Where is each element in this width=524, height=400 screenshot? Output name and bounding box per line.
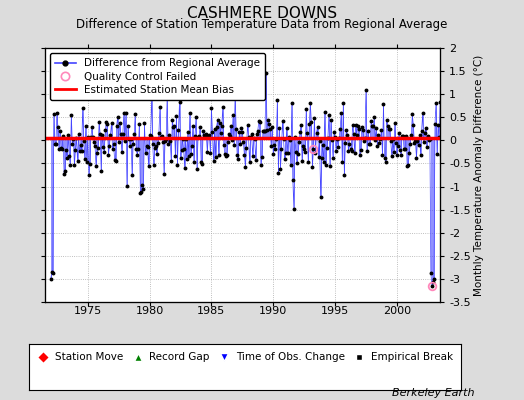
Text: 2000: 2000 — [383, 306, 411, 316]
Y-axis label: Monthly Temperature Anomaly Difference (°C): Monthly Temperature Anomaly Difference (… — [474, 54, 484, 296]
Text: Berkeley Earth: Berkeley Earth — [392, 388, 474, 398]
Text: 1985: 1985 — [198, 306, 225, 316]
Text: 1980: 1980 — [136, 306, 164, 316]
Text: Difference of Station Temperature Data from Regional Average: Difference of Station Temperature Data f… — [77, 18, 447, 31]
Legend: Station Move, Record Gap, Time of Obs. Change, Empirical Break: Station Move, Record Gap, Time of Obs. C… — [34, 349, 456, 366]
Legend: Difference from Regional Average, Quality Control Failed, Estimated Station Mean: Difference from Regional Average, Qualit… — [50, 53, 265, 100]
Text: 1975: 1975 — [74, 306, 102, 316]
Text: 1990: 1990 — [259, 306, 287, 316]
Text: CASHMERE DOWNS: CASHMERE DOWNS — [187, 6, 337, 21]
Text: 1995: 1995 — [321, 306, 349, 316]
